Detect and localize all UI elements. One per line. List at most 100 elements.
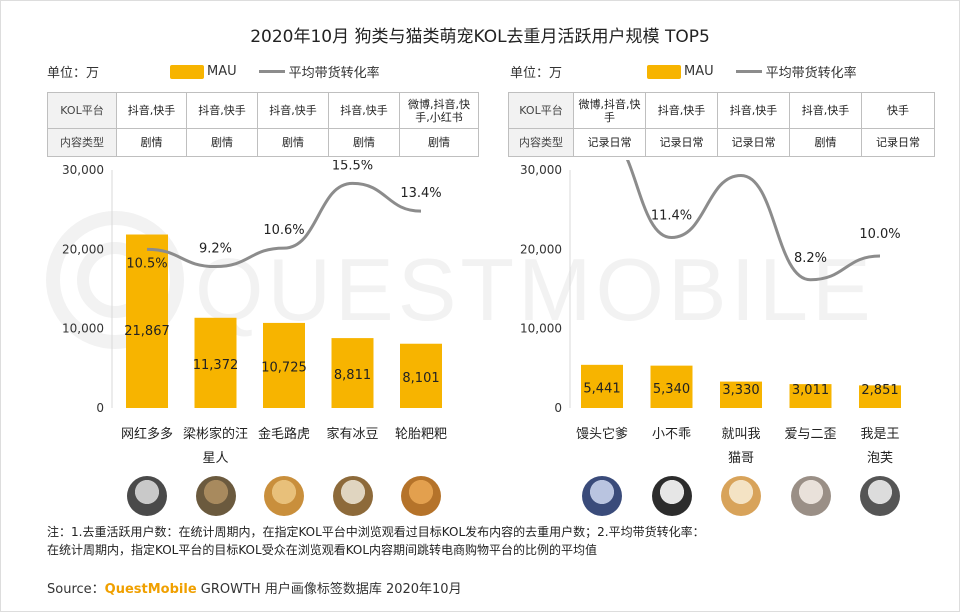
table-cell: 记录日常 [717, 128, 790, 157]
rate-value-label: 10.0% [859, 227, 900, 242]
table-cell: 剧情 [257, 128, 329, 157]
category-label: 家有冰豆 [326, 427, 379, 442]
table-cell: 剧情 [186, 128, 258, 157]
rate-value-label: 9.2% [199, 242, 232, 257]
kol-avatar [401, 476, 441, 516]
rate-value-label: 13.4% [400, 186, 441, 201]
table-cell: 记录日常 [861, 128, 935, 157]
rate-value-label: 8.2% [794, 251, 827, 266]
table-cell: 抖音,快手 [186, 92, 258, 129]
bar-rect [581, 364, 623, 408]
y-tick-label: 10,000 [62, 322, 104, 336]
legend-line-swatch [258, 70, 285, 73]
bar-value-label: 3,011 [792, 383, 829, 398]
table-cell: 抖音,快手 [717, 92, 790, 129]
table-cell: 记录日常 [573, 128, 646, 157]
table-header-cell: KOL平台 [47, 92, 117, 129]
table-header-cell: 内容类型 [508, 128, 574, 157]
table-cell: 剧情 [789, 128, 862, 157]
chart-right: 0 10,000 20,000 30,000 5,441 5,340 3,330 3,011 2… [520, 160, 901, 415]
table-cell: 剧情 [399, 128, 479, 157]
bar-value-label: 5,441 [583, 381, 620, 396]
bar [789, 384, 832, 408]
bar [194, 317, 237, 408]
kol-avatar [790, 476, 831, 516]
source-rest: GROWTH 用户画像标签数据库 2020年10月 [196, 582, 462, 597]
table-cell: 抖音,快手 [116, 92, 187, 129]
bar [859, 385, 901, 408]
table-cell: 抖音,快手 [789, 92, 862, 129]
bar-value-label: 5,340 [653, 382, 690, 397]
y-tick-label: 0 [554, 401, 562, 415]
y-tick-label: 20,000 [520, 242, 562, 256]
legend-bar-swatch [170, 64, 204, 79]
footnote: 注：1.去重活跃用户数：在统计周期内，在指定KOL平台中浏览观看过目标KOL发布… [47, 523, 917, 559]
table-cell: 微博,抖音,快手 [573, 92, 646, 129]
bar [126, 234, 168, 408]
rate-value-label: 10.5% [126, 256, 167, 271]
category-label: 我是王 泡芙 [860, 427, 900, 466]
table-cell: 抖音,快手 [257, 92, 329, 129]
kol-avatar [721, 476, 761, 516]
category-label: 爱与二歪 [784, 427, 837, 442]
legend-bar-label: MAU [207, 64, 237, 79]
table-header-cell: 内容类型 [47, 128, 117, 157]
kol-avatar [860, 476, 900, 516]
kol-avatar [582, 476, 622, 516]
kol-avatar [332, 476, 373, 516]
legend-right: MAU 平均带货转化率 [647, 62, 857, 81]
y-tick-label: 10,000 [520, 322, 562, 336]
bar-rect [650, 365, 693, 408]
kol-table-left: KOL平台 抖音,快手 抖音,快手 抖音,快手 抖音,快手 微博,抖音,快手,小红书 内容类… [47, 92, 479, 157]
table-cell: 微博,抖音,快手,小红书 [399, 92, 479, 129]
footnote-line-1: 注：1.去重活跃用户数：在统计周期内，在指定KOL平台中浏览观看过目标KOL发布… [47, 525, 705, 539]
bar-value-label: 8,811 [334, 368, 371, 383]
y-tick-label: 0 [96, 401, 104, 415]
footnote-line-2: 在统计周期内，指定KOL平台的目标KOL受众在浏览观看KOL内容期间跳转电商购物… [47, 543, 598, 557]
source-line: Source：QuestMobile GROWTH 用户画像标签数据库 2020… [47, 578, 462, 597]
bar-rect [331, 338, 374, 408]
y-tick-label: 30,000 [62, 163, 104, 177]
bar-rect [400, 343, 442, 408]
unit-label-right: 单位：万 [510, 66, 563, 81]
bar-rect [789, 384, 832, 408]
rate-value-label: 11.4% [651, 209, 692, 224]
rate-line [146, 181, 422, 269]
bar [263, 322, 305, 408]
legend-left: MAU 平均带货转化率 [170, 62, 380, 81]
kol-table-right: KOL平台 微博,抖音,快手 抖音,快手 抖音,快手 抖音,快手 快手 内容类型 记录日常 记录… [508, 92, 935, 157]
rate-value-label: 16.1% [720, 160, 761, 161]
table-cell: 剧情 [328, 128, 400, 157]
kol-avatar [195, 476, 236, 516]
rate-value-label: 15.5% [332, 160, 373, 173]
kol-avatar [127, 476, 167, 516]
y-tick-label: 20,000 [62, 242, 104, 256]
legend-line-swatch [735, 70, 762, 73]
legend-line-label: 平均带货转化率 [288, 66, 380, 81]
bar-value-label: 21,867 [124, 324, 170, 339]
legend-bar-swatch [647, 64, 681, 79]
bar-rect [126, 234, 168, 408]
category-label: 梁彬家的汪 星人 [182, 427, 248, 466]
source-brand: QuestMobile [104, 582, 197, 597]
bar [400, 343, 442, 408]
bar-value-label: 8,101 [402, 371, 439, 386]
bar-value-label: 3,330 [722, 383, 759, 398]
table-row-platform: KOL平台 微博,抖音,快手 抖音,快手 抖音,快手 抖音,快手 快手 [508, 92, 935, 129]
table-row-platform: KOL平台 抖音,快手 抖音,快手 抖音,快手 抖音,快手 微博,抖音,快手,小红书 [47, 92, 479, 129]
bar [720, 381, 762, 408]
chart-title: 2020年10月 狗类与猫类萌宠KOL去重月活跃用户规模 TOP5 [250, 27, 710, 47]
bar-rect [859, 385, 901, 408]
bar [581, 364, 623, 408]
table-cell: 抖音,快手 [645, 92, 718, 129]
rate-value-label: 10.6% [263, 223, 304, 238]
y-tick-label: 30,000 [520, 163, 562, 177]
source-prefix: Source： [47, 582, 105, 597]
bar [650, 365, 693, 408]
chart-left: 0 10,000 20,000 30,000 21,867 11,372 10,725 8,8… [62, 160, 442, 415]
table-cell: 快手 [861, 92, 935, 129]
kol-avatar [264, 476, 304, 516]
table-cell: 抖音,快手 [328, 92, 400, 129]
table-cell: 记录日常 [645, 128, 718, 157]
category-label: 金毛路虎 [257, 427, 310, 442]
